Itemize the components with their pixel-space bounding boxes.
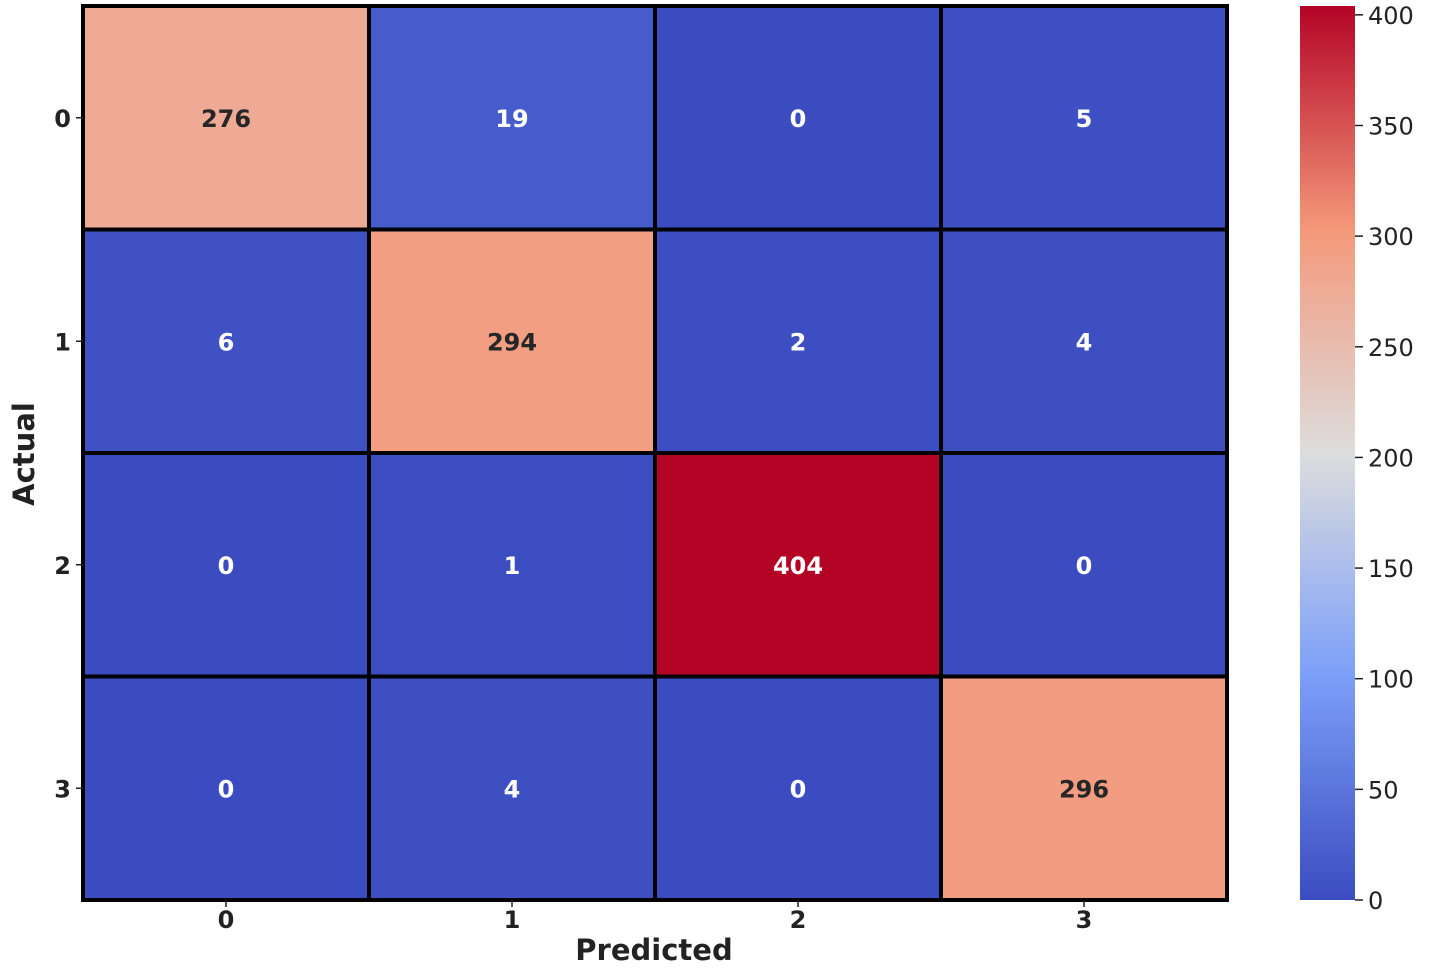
cell-value-label: 5: [1076, 105, 1093, 133]
y-tick-label: 2: [54, 552, 71, 580]
heatmap-cell: [367, 4, 657, 232]
cell-value-label: 0: [218, 552, 235, 580]
colorbar-tick-label: 400: [1368, 2, 1414, 30]
colorbar-tick-label: 150: [1368, 555, 1414, 583]
colorbar-tick-label: 200: [1368, 444, 1414, 472]
colorbar-tick-label: 250: [1368, 334, 1414, 362]
cell-value-label: 4: [504, 775, 521, 803]
cell-value-label: 0: [218, 775, 235, 803]
cell-value-label: 6: [218, 328, 235, 356]
cell-value-label: 1: [504, 552, 521, 580]
colorbar-tick-label: 300: [1368, 223, 1414, 251]
heatmap-cell: [367, 451, 657, 679]
cell-value-label: 0: [1076, 552, 1093, 580]
y-tick-label: 1: [54, 328, 71, 356]
cell-value-label: 2: [790, 328, 807, 356]
cell-value-label: 276: [201, 105, 251, 133]
y-axis-label: Actual: [7, 402, 41, 506]
colorbar-tick-label: 350: [1368, 112, 1414, 140]
heatmap-cell: [81, 4, 371, 232]
heatmap-cell: [367, 227, 657, 455]
y-tick-label: 0: [54, 105, 71, 133]
x-tick-label: 3: [1076, 906, 1093, 934]
heatmap-cell: [939, 227, 1229, 455]
heatmap-cells: 276 19 0 5 6 294 2 4 0 1 404 0 0 4 0 296: [81, 4, 1229, 902]
x-tick-label: 0: [218, 906, 235, 934]
cell-value-label: 0: [790, 105, 807, 133]
cell-value-label: 296: [1059, 775, 1109, 803]
heatmap-ticks: 0 1 2 3 0 1 2 3: [54, 105, 1092, 934]
heatmap-cell: [653, 4, 943, 232]
x-tick-label: 2: [790, 906, 807, 934]
heatmap-cell: [939, 451, 1229, 679]
x-axis-label: Predicted: [575, 933, 732, 967]
colorbar-tick-label: 0: [1368, 887, 1383, 915]
heatmap-cell: [939, 4, 1229, 232]
y-tick-label: 3: [54, 775, 71, 803]
colorbar-tick-label: 50: [1368, 776, 1399, 804]
cell-value-label: 404: [773, 552, 823, 580]
cell-value-label: 0: [790, 775, 807, 803]
colorbar-gradient: [1300, 6, 1355, 900]
cell-value-label: 294: [487, 328, 537, 356]
cell-value-label: 4: [1076, 328, 1093, 356]
heatmap-cell: [367, 674, 657, 902]
x-tick-label: 1: [504, 906, 521, 934]
colorbar-tick-label: 100: [1368, 666, 1414, 694]
colorbar: 0 50 100 150 200 250 300 350 400: [1300, 2, 1414, 915]
heatmap-cell: [939, 674, 1229, 902]
cell-value-label: 19: [495, 105, 528, 133]
